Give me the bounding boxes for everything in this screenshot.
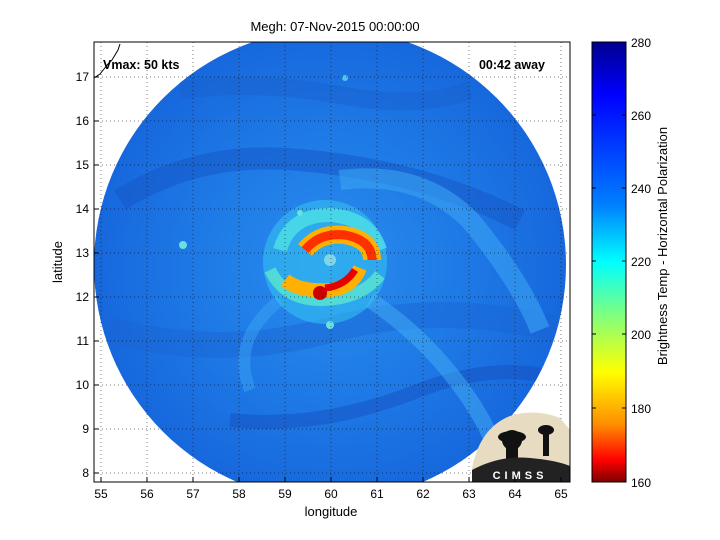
colorbar-tick-label: 180 (631, 402, 651, 416)
x-tick-label: 58 (232, 487, 246, 501)
colorbar-tick-label: 240 (631, 182, 651, 196)
cimss-logo: CIMSS (472, 412, 570, 482)
x-tick-label: 60 (324, 487, 338, 501)
y-tick-label: 16 (76, 114, 90, 128)
cimss-logo-text: CIMSS (493, 470, 548, 482)
figure-title: Megh: 07-Nov-2015 00:00:00 (250, 19, 419, 34)
colorbar-tick-label: 160 (631, 476, 651, 490)
y-tick-label: 13 (76, 246, 90, 260)
x-tick-labels: 55 56 57 58 59 60 61 62 63 64 65 (94, 487, 568, 501)
y-tick-label: 17 (76, 70, 90, 84)
vmax-label: Vmax: 50 kts (103, 58, 179, 72)
x-tick-label: 55 (94, 487, 108, 501)
x-tick-label: 64 (508, 487, 522, 501)
map-axes: CIMSS Vmax: 50 kts 00:42 away (93, 41, 571, 483)
x-tick-label: 63 (462, 487, 476, 501)
x-tick-label: 56 (140, 487, 154, 501)
y-tick-label: 9 (82, 422, 89, 436)
y-tick-label: 14 (76, 202, 90, 216)
y-tick-labels: 8 9 10 11 12 13 14 15 16 17 (76, 70, 90, 480)
tick-marks (94, 76, 562, 482)
x-tick-label: 59 (278, 487, 292, 501)
colorbar-tick-label: 260 (631, 109, 651, 123)
x-axis-label: longitude (305, 504, 358, 519)
y-tick-label: 15 (76, 158, 90, 172)
colorbar-tick-label: 280 (631, 36, 651, 50)
x-tick-label: 65 (554, 487, 568, 501)
y-tick-label: 12 (76, 290, 90, 304)
colorbar-label: Brightness Temp - Horizontal Polarizatio… (655, 127, 670, 365)
colorbar-tick-label: 200 (631, 328, 651, 342)
coastline (94, 43, 121, 79)
time-away-label: 00:42 away (479, 58, 545, 72)
colorbar: 280 260 240 220 200 180 160 Brightness T… (591, 36, 670, 490)
y-tick-label: 8 (82, 466, 89, 480)
grid-lines (94, 42, 570, 482)
x-tick-label: 57 (186, 487, 200, 501)
y-tick-label: 10 (76, 378, 90, 392)
y-axis-label: latitude (50, 241, 65, 283)
x-tick-label: 61 (370, 487, 384, 501)
colorbar-tick-label: 220 (631, 255, 651, 269)
brightness-temp-swath (94, 42, 566, 482)
y-tick-label: 11 (77, 334, 90, 348)
x-tick-label: 62 (416, 487, 430, 501)
